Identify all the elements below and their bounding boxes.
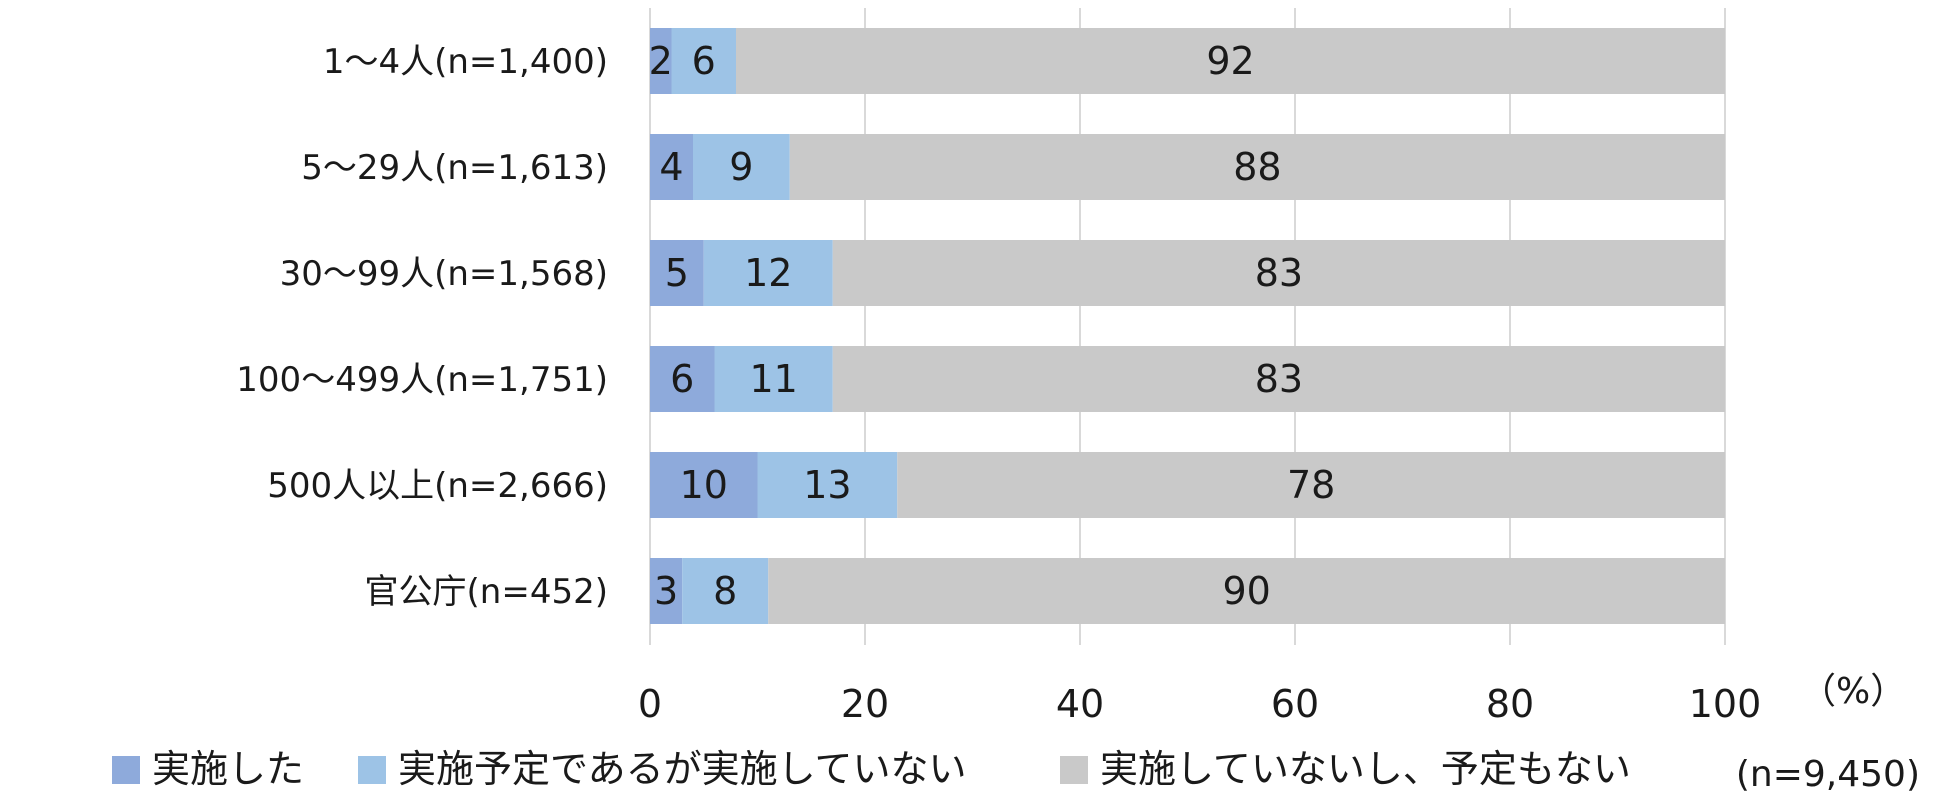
x-tick-label: 20 [841,682,889,726]
x-tick-label: 0 [638,682,662,726]
bar-segment [650,134,693,200]
data-label: 10 [680,463,728,507]
data-label: 6 [670,357,694,401]
bar-segment [832,346,1725,412]
category-label: 30～99人(n=1,568) [280,254,608,294]
category-label: 官公庁(n=452) [365,572,608,612]
data-label: 90 [1222,569,1270,613]
category-label: 500人以上(n=2,666) [267,466,608,506]
data-label: 6 [692,39,716,83]
data-label: 8 [713,569,737,613]
data-label: 2 [649,39,673,83]
data-label: 3 [654,569,678,613]
bar-segment [703,240,833,306]
bar-segment [650,558,683,624]
data-label: 92 [1206,39,1254,83]
x-tick-label: 100 [1689,682,1762,726]
legend: 実施した 実施予定であるが実施していない 実施していないし、予定もない [112,747,1631,791]
x-tick-label: 60 [1271,682,1319,726]
data-label: 88 [1233,145,1281,189]
data-label: 83 [1255,357,1303,401]
bar-segment [682,558,769,624]
legend-label: 実施予定であるが実施していない [398,747,966,791]
legend-label: 実施していないし、予定もない [1100,747,1631,791]
bar-segment [671,28,736,94]
data-label: 9 [729,145,753,189]
bar-segment [693,134,790,200]
category-label: 1～4人(n=1,400) [323,42,608,82]
legend-swatch [1060,756,1088,784]
bar-segment [650,452,758,518]
data-label: 4 [659,145,683,189]
bar-segment [789,134,1725,200]
data-label: 83 [1255,251,1303,295]
data-label: 13 [803,463,851,507]
bar-segment [768,558,1725,624]
legend-swatch [112,756,140,784]
bar-segment [650,240,704,306]
bar-segment [757,452,898,518]
category-labels: 1～4人(n=1,400) 5～29人(n=1,613) 30～99人(n=1,56… [236,42,608,612]
bar-segment [736,28,1725,94]
gridlines [649,8,1726,645]
x-tick-label: 40 [1056,682,1104,726]
x-axis-ticks: 0 20 40 60 80 100 [638,682,1761,726]
bar-segment [832,240,1725,306]
bar-segment [714,346,833,412]
data-label: 12 [744,251,792,295]
data-label: 5 [665,251,689,295]
bars [650,28,1725,624]
data-label: 11 [749,357,797,401]
category-label: 100～499人(n=1,751) [236,360,608,400]
legend-label: 実施した [152,747,304,791]
legend-swatch [358,756,386,784]
bar-segment [650,346,715,412]
data-label: 78 [1287,463,1335,507]
total-n-label: (n=9,450) [1736,754,1920,795]
x-axis-unit-label: （%） [1800,671,1906,712]
x-tick-label: 80 [1486,682,1534,726]
bar-segment [650,28,672,94]
bar-segment [897,452,1725,518]
category-label: 5～29人(n=1,613) [301,148,608,188]
